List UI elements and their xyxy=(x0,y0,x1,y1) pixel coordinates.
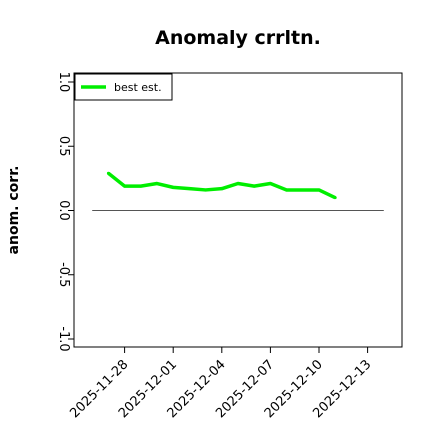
data-point xyxy=(139,184,143,188)
x-axis: 2025-11-282025-12-012025-12-042025-12-07… xyxy=(67,347,374,421)
y-tick-label: 1.0 xyxy=(56,72,71,93)
series-layer xyxy=(106,171,337,200)
data-point xyxy=(236,182,240,186)
data-point xyxy=(285,188,289,192)
data-point xyxy=(317,188,321,192)
data-point xyxy=(333,196,337,200)
data-point xyxy=(268,182,272,186)
data-point xyxy=(220,187,224,191)
data-point xyxy=(204,188,208,192)
data-point xyxy=(106,171,110,175)
y-axis-label: anom. corr. xyxy=(6,166,22,255)
y-tick-label: -1.0 xyxy=(56,326,71,351)
y-tick-label: 0.0 xyxy=(56,200,71,221)
data-point xyxy=(171,185,175,189)
legend-label-best-est: best est. xyxy=(114,81,162,94)
legend: best est. xyxy=(74,73,173,101)
y-tick-label: 0.5 xyxy=(56,136,71,157)
y-tick-label: -0.5 xyxy=(56,262,71,287)
series-line-best-est xyxy=(107,171,336,200)
data-point xyxy=(123,184,127,188)
data-point xyxy=(301,188,305,192)
data-point xyxy=(187,187,191,191)
data-point xyxy=(252,184,256,188)
chart-title: Anomaly crrltn. xyxy=(155,27,321,49)
data-point xyxy=(155,182,159,186)
y-axis: -1.0 -0.5 0.0 0.5 1.0 xyxy=(56,72,74,352)
